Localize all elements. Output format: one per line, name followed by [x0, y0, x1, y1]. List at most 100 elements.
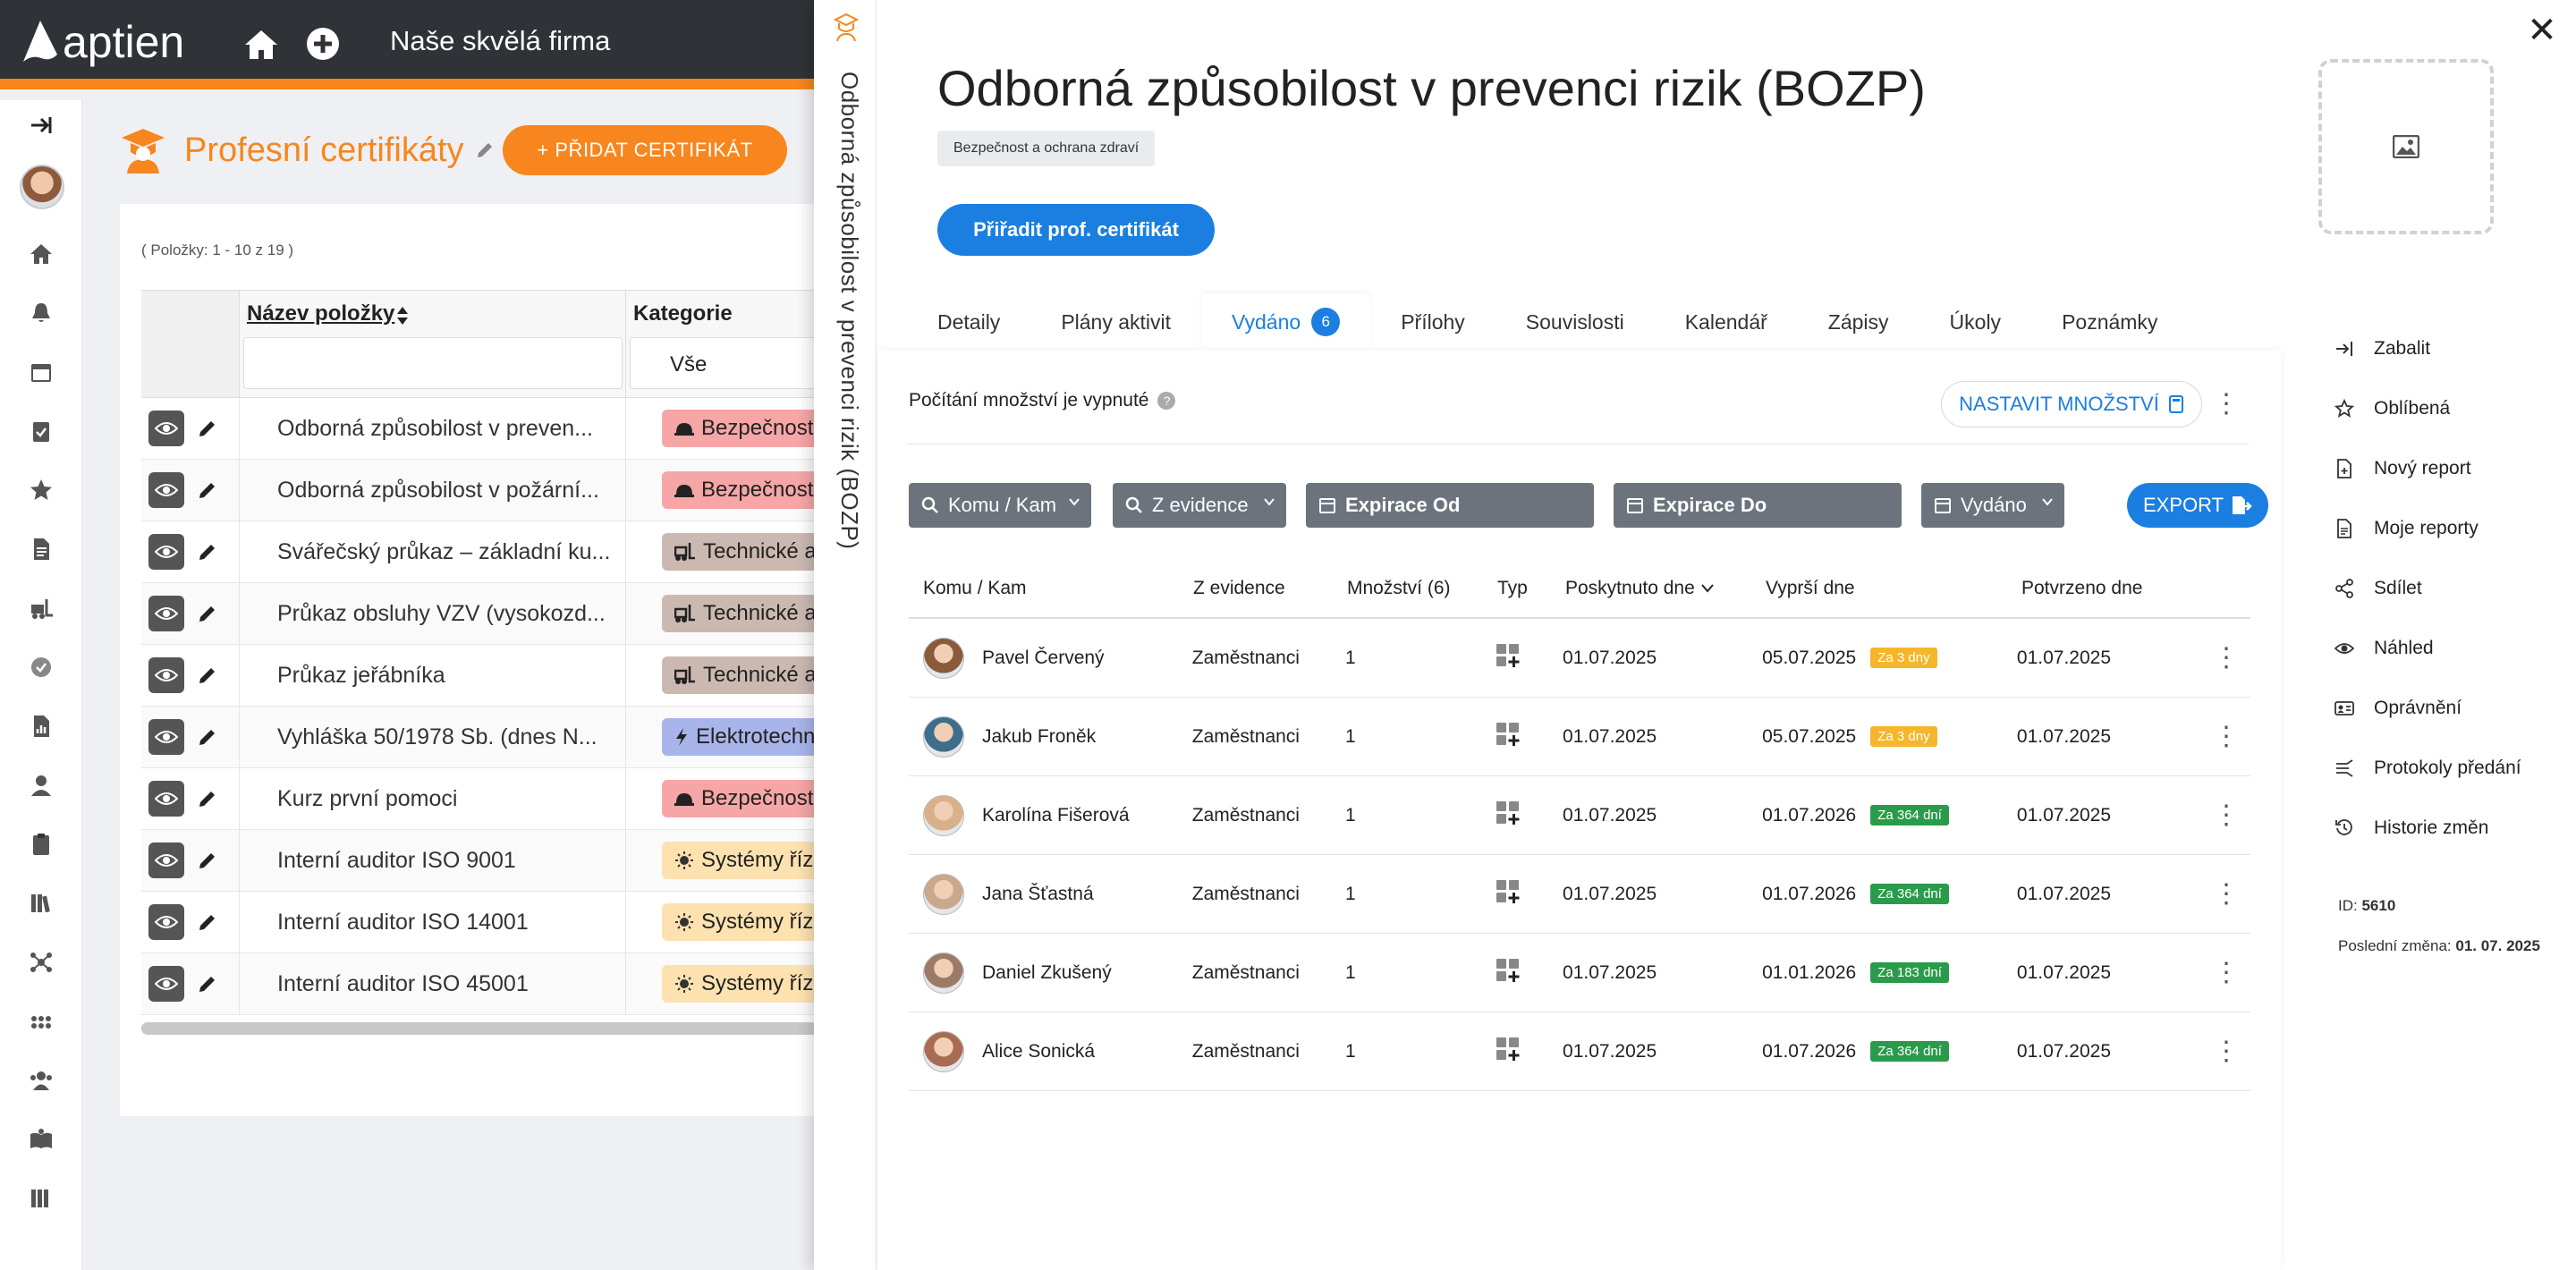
report-chart-icon[interactable]: [25, 710, 57, 742]
tab-5[interactable]: Kalendář: [1655, 293, 1798, 351]
edit-icon[interactable]: [191, 659, 224, 691]
category-filter-select[interactable]: Vše: [630, 337, 826, 389]
edit-icon[interactable]: [191, 721, 224, 753]
tab-2[interactable]: Vydáno 6: [1201, 293, 1371, 351]
item-name[interactable]: Interní auditor ISO 9001: [240, 830, 626, 891]
library-icon[interactable]: [25, 887, 57, 919]
item-name[interactable]: Vyhláška 50/1978 Sb. (dnes N...: [240, 707, 626, 767]
action-star[interactable]: Oblíbená: [2334, 378, 2567, 438]
filter-who[interactable]: Komu / Kam: [909, 483, 1091, 528]
edit-icon[interactable]: [191, 844, 224, 876]
view-icon[interactable]: [148, 596, 184, 631]
col-confirmed[interactable]: Potvrzeno dne: [2021, 578, 2143, 598]
table-row[interactable]: Průkaz jeřábníka Technické a: [141, 645, 818, 707]
tab-3[interactable]: Přílohy: [1370, 293, 1496, 351]
person-name[interactable]: Karolína Fišerová: [982, 804, 1130, 826]
add-icon[interactable]: [306, 27, 340, 61]
table-row[interactable]: Odborná způsobilost v preven... Bezpečnos…: [141, 398, 818, 460]
check-circle-icon[interactable]: [25, 651, 57, 683]
row-menu-icon[interactable]: ⋮: [2213, 957, 2240, 987]
person-name[interactable]: Jakub Froněk: [982, 725, 1097, 747]
action-share[interactable]: Sdílet: [2334, 558, 2567, 618]
filter-expiry-from[interactable]: Expirace Od: [1306, 483, 1594, 528]
action-reports[interactable]: Moje reporty: [2334, 498, 2567, 558]
item-name[interactable]: Interní auditor ISO 45001: [240, 953, 626, 1014]
network-icon[interactable]: [25, 946, 57, 978]
expand-nav-icon[interactable]: [25, 109, 57, 141]
clipboard-check-icon[interactable]: [25, 415, 57, 447]
view-icon[interactable]: [148, 657, 184, 693]
image-placeholder[interactable]: [2318, 59, 2494, 234]
item-name[interactable]: Svářečský průkaz – základní ku...: [240, 521, 626, 582]
row-menu-icon[interactable]: ⋮: [2213, 1036, 2240, 1066]
home-icon[interactable]: [243, 27, 279, 63]
view-icon[interactable]: [148, 719, 184, 755]
name-filter-input[interactable]: [243, 337, 623, 389]
issued-row[interactable]: Karolína Fišerová Zaměstnanci 1 01.07.2025 0…: [909, 776, 2250, 855]
column-name-label[interactable]: Název položky: [247, 301, 395, 326]
tab-0[interactable]: Detaily: [907, 293, 1030, 351]
edit-icon[interactable]: [191, 968, 224, 1000]
document-icon[interactable]: [25, 533, 57, 565]
person-icon[interactable]: [25, 769, 57, 801]
col-given[interactable]: Poskytnuto dne: [1565, 578, 1766, 599]
table-row[interactable]: Interní auditor ISO 45001 Systémy říz: [141, 953, 818, 1015]
table-row[interactable]: Průkaz obsluhy VZV (vysokozd... Technické…: [141, 583, 818, 645]
item-name[interactable]: Průkaz obsluhy VZV (vysokozd...: [240, 583, 626, 644]
row-menu-icon[interactable]: ⋮: [2213, 642, 2240, 673]
col-type[interactable]: Typ: [1497, 578, 1528, 598]
user-avatar[interactable]: [20, 165, 64, 209]
table-row[interactable]: Svářečský průkaz – základní ku... Technic…: [141, 521, 818, 583]
col-who[interactable]: Komu / Kam: [923, 578, 1027, 598]
filter-issued[interactable]: Vydáno: [1921, 483, 2064, 528]
edit-icon[interactable]: [191, 906, 224, 938]
view-icon[interactable]: [148, 472, 184, 508]
edit-icon[interactable]: [191, 536, 224, 568]
edit-icon[interactable]: [191, 783, 224, 815]
view-icon[interactable]: [148, 534, 184, 570]
table-row[interactable]: Vyhláška 50/1978 Sb. (dnes N... Elektrote…: [141, 707, 818, 768]
help-icon[interactable]: ?: [1157, 392, 1176, 411]
export-button[interactable]: EXPORT: [2127, 483, 2268, 528]
issued-row[interactable]: Pavel Červený Zaměstnanci 1 01.07.2025 05.07…: [909, 619, 2250, 698]
tab-1[interactable]: Plány aktivit: [1030, 293, 1201, 351]
book-icon[interactable]: [25, 1123, 57, 1156]
books-icon[interactable]: [25, 1182, 57, 1215]
col-expires[interactable]: Vyprší dne: [1766, 578, 1855, 598]
row-menu-icon[interactable]: ⋮: [2213, 800, 2240, 830]
table-row[interactable]: Interní auditor ISO 14001 Systémy říz: [141, 892, 818, 953]
calendar-icon[interactable]: [25, 356, 57, 388]
action-new-report[interactable]: Nový report: [2334, 438, 2567, 498]
scrollbar-thumb[interactable]: [141, 1022, 818, 1035]
edit-icon[interactable]: [191, 474, 224, 506]
item-name[interactable]: Interní auditor ISO 14001: [240, 892, 626, 952]
clipboard-icon[interactable]: [25, 828, 57, 860]
action-handover[interactable]: Protokoly předání: [2334, 738, 2567, 798]
table-row[interactable]: Odborná způsobilost v požární... Bezpečno…: [141, 460, 818, 521]
vertical-title-strip[interactable]: Odborná způsobilost v prevenci rizik (BO…: [814, 0, 877, 1270]
person-name[interactable]: Pavel Červený: [982, 647, 1105, 668]
row-menu-icon[interactable]: ⋮: [2213, 878, 2240, 909]
view-icon[interactable]: [148, 842, 184, 878]
action-history[interactable]: Historie změn: [2334, 798, 2567, 858]
col-quantity[interactable]: Množství (6): [1347, 578, 1451, 598]
tab-6[interactable]: Zápisy: [1798, 293, 1919, 351]
set-quantity-button[interactable]: NASTAVIT MNOŽSTVÍ: [1941, 381, 2202, 428]
filter-from-register[interactable]: Z evidence: [1113, 483, 1286, 528]
col-source[interactable]: Z evidence: [1193, 578, 1285, 598]
item-name[interactable]: Průkaz jeřábníka: [240, 645, 626, 706]
category-tag[interactable]: Bezpečnost a ochrana zdraví: [937, 131, 1156, 166]
person-name[interactable]: Daniel Zkušený: [982, 961, 1112, 983]
issued-row[interactable]: Daniel Zkušený Zaměstnanci 1 01.07.2025 01.0…: [909, 934, 2250, 1012]
star-nav-icon[interactable]: [25, 474, 57, 506]
sort-icon[interactable]: [395, 305, 410, 326]
action-permissions[interactable]: Oprávnění: [2334, 678, 2567, 738]
table-row[interactable]: Kurz první pomoci Bezpečnost: [141, 768, 818, 830]
bell-icon[interactable]: [25, 297, 57, 329]
view-icon[interactable]: [148, 966, 184, 1002]
action-collapse[interactable]: Zabalit: [2334, 318, 2567, 378]
add-certificate-button[interactable]: + PŘIDAT CERTIFIKÁT: [503, 125, 787, 175]
item-name[interactable]: Odborná způsobilost v preven...: [240, 398, 626, 459]
assign-certificate-button[interactable]: Přiřadit prof. certifikát: [937, 204, 1215, 256]
table-row[interactable]: Interní auditor ISO 9001 Systémy říz: [141, 830, 818, 892]
